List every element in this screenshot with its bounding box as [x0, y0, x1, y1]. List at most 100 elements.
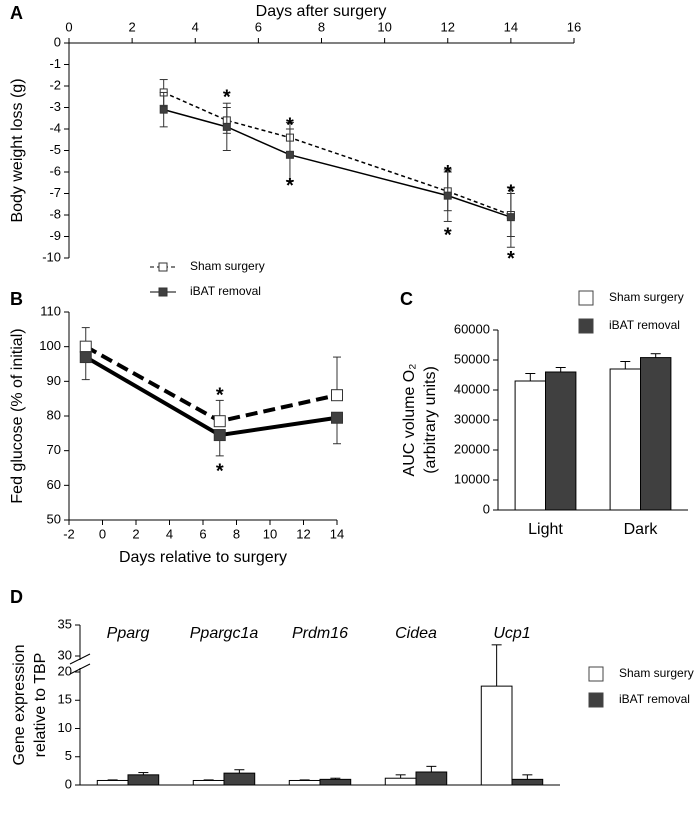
panel-letter: C [400, 289, 413, 309]
y-axis-label: Fed glucose (% of initial) [9, 328, 26, 503]
legend-marker [158, 262, 168, 272]
y-tick-label: 10 [58, 720, 72, 735]
y-tick-label: 60000 [454, 321, 490, 336]
bar [514, 380, 546, 511]
x-tick-label: 12 [296, 526, 310, 541]
bar [384, 777, 417, 786]
annotation: * [216, 461, 224, 483]
x-tick-label: 6 [255, 19, 262, 34]
y-tick-label: 10000 [454, 471, 490, 486]
y-tick-label: 90 [47, 373, 61, 388]
marker [331, 389, 343, 402]
marker [443, 191, 452, 200]
bar [640, 357, 672, 511]
y-tick-label: 40000 [454, 381, 490, 396]
series-line [163, 91, 512, 216]
y-tick-label: -8 [49, 206, 61, 221]
panel: C 0 10000 20000 30000 40000 50000 60000 AUC volu… [400, 289, 688, 538]
y-tick-label: 15 [58, 692, 72, 707]
y-tick-label: -4 [49, 120, 61, 135]
x-tick-label: 2 [129, 19, 136, 34]
legend-label: iBAT removal [609, 318, 680, 332]
bar [609, 368, 641, 511]
x-tick-label: 12 [441, 19, 455, 34]
x-axis-label: Days after surgery [256, 3, 387, 20]
category-label: Light [528, 521, 563, 538]
marker [159, 105, 168, 114]
legend-label: iBAT removal [619, 692, 690, 706]
legend-swatch [578, 290, 594, 306]
legend-swatch [578, 318, 594, 334]
bar [319, 778, 352, 786]
marker [213, 429, 226, 442]
category-label: Ppargc1a [190, 625, 259, 642]
panel-letter: D [10, 587, 23, 607]
y-tick-label: 35 [58, 616, 72, 631]
marker [331, 411, 343, 424]
panel-letter: A [10, 3, 23, 23]
x-tick-label: 0 [99, 526, 106, 541]
y-axis-label: Gene expression [11, 645, 28, 766]
y-tick-label: 30 [58, 647, 72, 662]
category-label: Cidea [395, 625, 437, 642]
marker [285, 150, 294, 159]
annotation: * [507, 181, 515, 203]
y-tick-label: -3 [49, 99, 61, 114]
marker [79, 340, 92, 353]
category-label: Pparg [107, 625, 150, 642]
annotation: * [223, 87, 231, 109]
x-tick-label: 16 [567, 19, 581, 34]
y-tick-label: 20 [58, 663, 72, 678]
y-tick-label: -9 [49, 228, 61, 243]
y-tick-label: 100 [39, 338, 61, 353]
legend-label: Sham surgery [609, 290, 684, 304]
legend-label: Sham surgery [190, 259, 265, 273]
y-tick-label: -1 [49, 56, 61, 71]
category-label: Ucp1 [493, 625, 530, 642]
y-tick-label: 50 [47, 511, 61, 526]
y-axis-label: (arbitrary units) [422, 366, 439, 474]
x-tick-label: 10 [377, 19, 391, 34]
x-axis-label: Days relative to surgery [119, 549, 287, 566]
y-tick-label: 70 [47, 442, 61, 457]
x-tick-label: 2 [132, 526, 139, 541]
y-tick-label: 60 [47, 477, 61, 492]
category-label: Dark [624, 521, 659, 538]
x-tick-label: 10 [263, 526, 277, 541]
marker [506, 213, 515, 222]
y-tick-label: 50000 [454, 351, 490, 366]
x-tick-label: -2 [63, 526, 75, 541]
y-tick-label: 30000 [454, 411, 490, 426]
x-tick-label: 8 [233, 526, 240, 541]
legend-swatch [588, 666, 604, 682]
y-tick-label: -6 [49, 163, 61, 178]
annotation: * [444, 224, 452, 246]
bar [545, 371, 577, 511]
panel-letter: B [10, 289, 23, 309]
y-tick-label: 110 [40, 303, 61, 318]
y-tick-label: 80 [47, 407, 61, 422]
y-tick-label: 5 [65, 748, 72, 763]
bar [415, 771, 448, 786]
y-tick-label: 0 [65, 776, 72, 791]
axis-break [69, 663, 91, 675]
legend-swatch [588, 692, 604, 708]
x-tick-label: 14 [330, 526, 344, 541]
x-tick-label: 4 [192, 19, 199, 34]
annotation: * [507, 248, 515, 270]
y-tick-label: -5 [49, 142, 61, 157]
y-tick-label: 0 [54, 34, 61, 49]
bar [511, 778, 544, 786]
legend-marker [158, 287, 168, 297]
marker [213, 415, 226, 428]
y-tick-label: 20000 [454, 441, 490, 456]
y-tick-label: 0 [483, 501, 490, 516]
y-axis-label: relative to TBP [32, 653, 49, 758]
series-line [163, 108, 512, 218]
axis-break [69, 653, 91, 665]
bar [96, 779, 129, 786]
bar [192, 779, 225, 786]
